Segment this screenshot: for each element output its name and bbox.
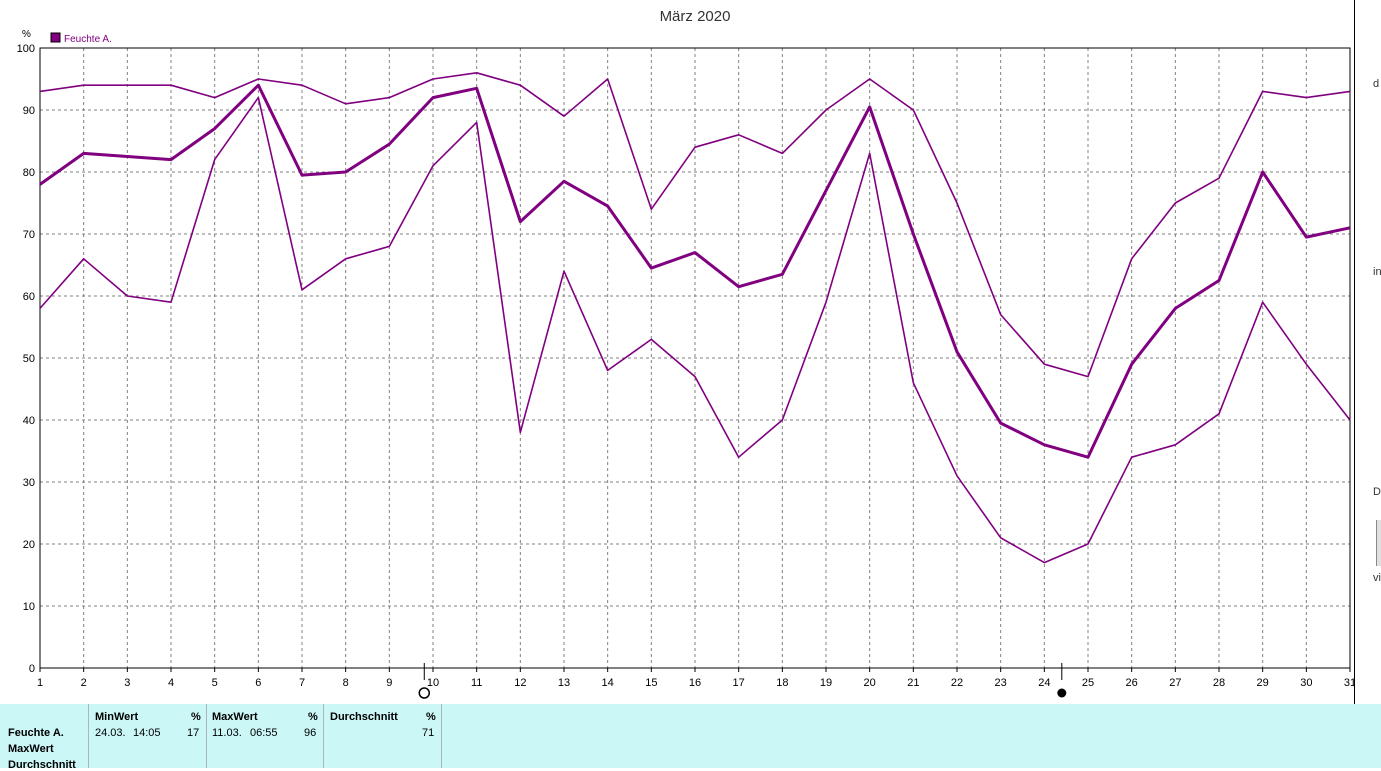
summary-column-avg: Durchschnitt % 71 <box>324 704 442 768</box>
summary-value-min: 17 <box>187 727 200 739</box>
x-tick-label: 30 <box>1300 677 1312 689</box>
x-tick-label: 10 <box>427 677 439 689</box>
summary-row-label-avg: Durchschnitt <box>8 759 76 771</box>
x-tick-label: 21 <box>907 677 919 689</box>
splitter-handle[interactable] <box>1376 520 1381 566</box>
x-tick-label: 29 <box>1257 677 1269 689</box>
legend-swatch <box>50 32 61 43</box>
y-tick-label: 60 <box>23 291 35 303</box>
marker-open-circle <box>418 687 431 699</box>
summary-time-min: 14:05 <box>133 727 161 739</box>
series-line-avg <box>39 83 1351 459</box>
summary-header-max: MaxWert <box>212 711 258 723</box>
x-tick-label: 17 <box>733 677 745 689</box>
x-tick-label: 9 <box>386 677 392 689</box>
x-tick-label: 22 <box>951 677 963 689</box>
x-tick-label: 12 <box>514 677 526 689</box>
side-text-4: vi <box>1373 572 1381 584</box>
y-tick-label: 20 <box>23 539 35 551</box>
summary-date-min: 24.03. <box>95 727 126 739</box>
x-tick-label: 20 <box>864 677 876 689</box>
summary-time-max: 06:55 <box>250 727 278 739</box>
x-tick-label: 14 <box>602 677 614 689</box>
summary-unit-min: % <box>191 711 201 723</box>
y-tick-label: 80 <box>23 167 35 179</box>
side-text-3: D <box>1373 486 1381 498</box>
summary-column-min: MinWert % 24.03. 14:05 17 <box>88 704 207 768</box>
panel-divider <box>1354 0 1355 704</box>
x-tick-label: 16 <box>689 677 701 689</box>
marker-filled-circle <box>1057 688 1067 698</box>
statistics-panel: Feuchte A. MaxWert Durchschnitt MinWert … <box>0 704 1381 771</box>
plot-frame <box>39 47 1351 669</box>
x-tick-label: 31 <box>1344 677 1356 689</box>
y-tick-label: 30 <box>23 477 35 489</box>
x-tick-label: 28 <box>1213 677 1225 689</box>
y-tick-label: 40 <box>23 415 35 427</box>
legend-label: Feuchte A. <box>64 34 112 45</box>
y-tick-label: 90 <box>23 105 35 117</box>
summary-date-max: 11.03. <box>212 727 242 739</box>
x-tick-label: 6 <box>255 677 261 689</box>
side-text-2: in <box>1373 266 1381 278</box>
x-tick-label: 4 <box>168 677 174 689</box>
summary-row-label-max: MaxWert <box>8 743 54 755</box>
summary-header-min: MinWert <box>95 711 139 723</box>
summary-row-label-sensor: Feuchte A. <box>8 727 64 739</box>
x-tick-label: 24 <box>1038 677 1050 689</box>
summary-value-max: 96 <box>304 727 317 739</box>
summary-column-max: MaxWert % 11.03. 06:55 96 <box>206 704 324 768</box>
summary-unit-avg: % <box>426 711 436 723</box>
summary-value-avg: 71 <box>422 727 435 739</box>
series-line-min <box>39 96 1351 564</box>
summary-header-avg: Durchschnitt <box>330 711 398 723</box>
y-tick-label: 10 <box>23 601 35 613</box>
x-tick-label: 8 <box>343 677 349 689</box>
y-axis-unit: % <box>22 29 31 40</box>
chart-title: März 2020 <box>660 8 731 25</box>
right-side-panel <box>1355 0 1381 704</box>
x-tick-label: 27 <box>1169 677 1181 689</box>
x-tick-label: 23 <box>995 677 1007 689</box>
y-tick-label: 0 <box>29 663 35 675</box>
x-tick-label: 13 <box>558 677 570 689</box>
x-tick-label: 1 <box>37 677 43 689</box>
y-tick-label: 50 <box>23 353 35 365</box>
x-tick-label: 3 <box>124 677 130 689</box>
summary-unit-max: % <box>308 711 318 723</box>
y-tick-label: 70 <box>23 229 35 241</box>
x-tick-label: 15 <box>645 677 657 689</box>
series-line-max <box>39 72 1351 378</box>
y-tick-label: 100 <box>17 43 35 55</box>
x-tick-label: 5 <box>212 677 218 689</box>
x-tick-label: 26 <box>1126 677 1138 689</box>
x-tick-label: 25 <box>1082 677 1094 689</box>
x-tick-label: 7 <box>299 677 305 689</box>
x-tick-label: 11 <box>471 677 482 689</box>
x-tick-label: 18 <box>776 677 788 689</box>
side-text-1: d <box>1373 78 1380 90</box>
x-tick-label: 19 <box>820 677 832 689</box>
x-tick-label: 2 <box>81 677 87 689</box>
